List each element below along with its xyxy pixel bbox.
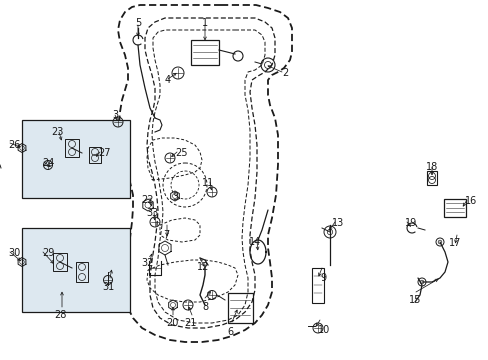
Text: 18: 18 — [425, 162, 437, 172]
Bar — [443, 199, 465, 217]
Text: 4: 4 — [164, 75, 171, 85]
Text: 27: 27 — [98, 148, 110, 158]
Text: 28: 28 — [54, 310, 66, 320]
Bar — [426, 171, 436, 185]
Bar — [227, 293, 252, 323]
Text: 19: 19 — [404, 218, 416, 228]
Text: 32: 32 — [142, 258, 154, 268]
Text: 9: 9 — [319, 273, 325, 283]
Text: 3: 3 — [112, 110, 118, 120]
Text: 16: 16 — [464, 196, 476, 206]
Text: 11: 11 — [202, 178, 214, 188]
Text: 5: 5 — [135, 18, 141, 28]
Text: 26: 26 — [8, 140, 20, 150]
Text: 24: 24 — [42, 158, 54, 168]
Text: 12: 12 — [197, 262, 209, 272]
Text: 29: 29 — [42, 248, 54, 258]
Text: 30: 30 — [8, 248, 20, 258]
Text: 10: 10 — [317, 325, 329, 335]
Text: 7: 7 — [163, 230, 169, 240]
Bar — [311, 268, 324, 303]
Bar — [191, 40, 219, 65]
Text: 13: 13 — [331, 218, 344, 228]
Text: 23: 23 — [51, 127, 63, 137]
Text: 14: 14 — [248, 237, 261, 247]
Bar — [22, 228, 130, 312]
Text: 15: 15 — [408, 295, 420, 305]
Text: 25: 25 — [175, 148, 187, 158]
Text: 22: 22 — [142, 195, 154, 205]
Text: 2: 2 — [282, 68, 287, 78]
Text: 3: 3 — [172, 192, 178, 202]
Text: 20: 20 — [165, 318, 178, 328]
Text: 8: 8 — [202, 302, 208, 312]
Bar — [53, 253, 67, 271]
Bar — [89, 147, 101, 163]
Bar — [22, 120, 130, 198]
Text: 6: 6 — [226, 327, 233, 337]
Text: 31: 31 — [102, 282, 114, 292]
Bar — [65, 139, 79, 157]
Text: 21: 21 — [183, 318, 196, 328]
Text: 1: 1 — [202, 18, 207, 28]
Text: 17: 17 — [448, 238, 460, 248]
Text: 33: 33 — [145, 208, 158, 218]
Bar — [76, 262, 88, 282]
